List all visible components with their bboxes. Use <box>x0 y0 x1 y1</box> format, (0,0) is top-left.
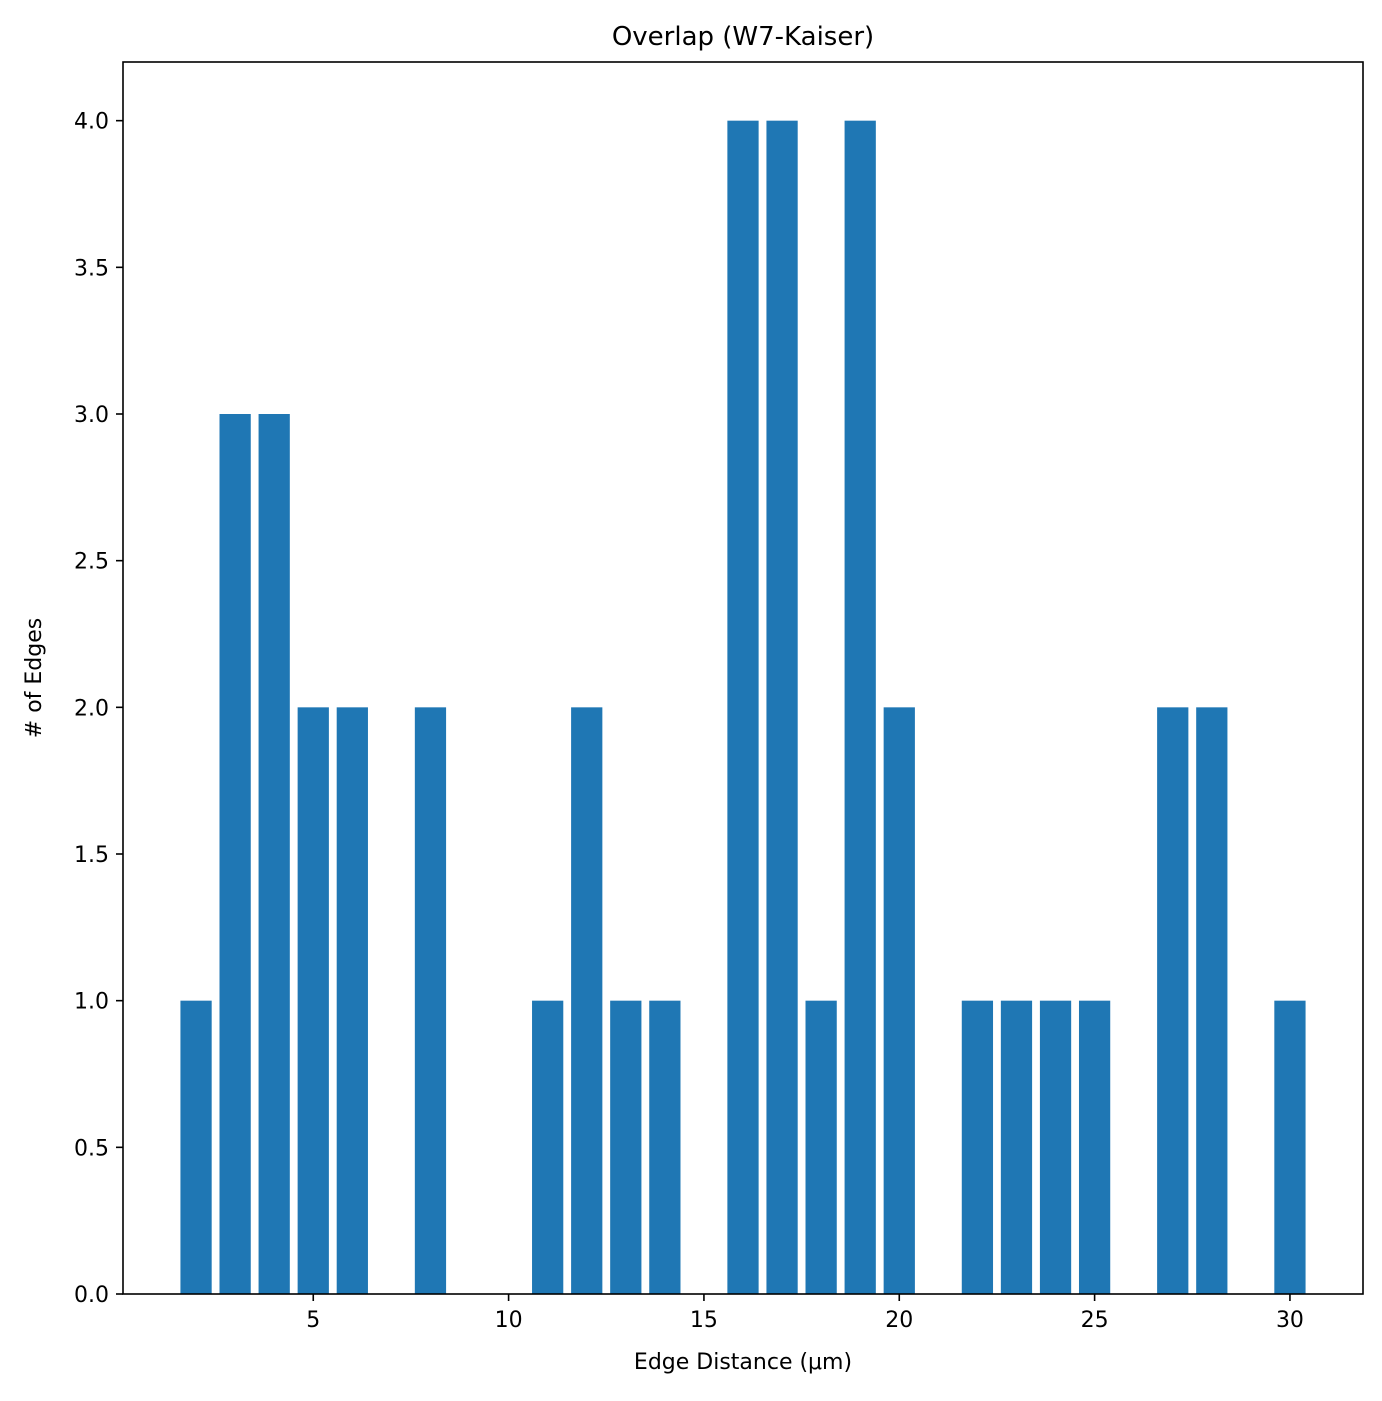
bar-x2 <box>180 1000 212 1294</box>
bar-x17 <box>766 120 798 1295</box>
bar-x4 <box>258 414 290 1294</box>
bar-x12 <box>571 707 603 1294</box>
x-tick-label: 5 <box>306 1308 320 1333</box>
bar-x28 <box>1196 707 1228 1294</box>
y-axis-ticks: 0.0 0.5 1.0 1.5 2.0 2.5 3.0 3.5 4.0 <box>74 110 123 1308</box>
bar-x19 <box>844 120 876 1295</box>
bar-x22 <box>961 1000 994 1294</box>
bar-x18 <box>805 1000 837 1294</box>
bars-group <box>180 120 1306 1295</box>
bar-x14 <box>649 1000 681 1294</box>
x-tick-label: 20 <box>885 1308 913 1333</box>
bar-x6 <box>336 707 368 1294</box>
x-axis-label: Edge Distance (μm) <box>634 1350 852 1375</box>
bar-x24 <box>1039 1000 1072 1294</box>
y-tick-label: 3.0 <box>74 403 109 428</box>
y-tick-label: 0.5 <box>74 1136 109 1161</box>
bar-x20 <box>883 707 915 1294</box>
bar-x25 <box>1078 1000 1111 1294</box>
bar-x5 <box>297 707 329 1294</box>
y-axis-label: # of Edges <box>22 618 47 738</box>
bar-x8 <box>414 707 447 1294</box>
y-tick-label: 3.5 <box>74 256 109 281</box>
y-tick-label: 0.0 <box>74 1283 109 1308</box>
bar-x27 <box>1157 707 1189 1294</box>
bar-x23 <box>1000 1000 1033 1294</box>
y-tick-label: 2.0 <box>74 696 109 721</box>
bar-x16 <box>727 120 759 1295</box>
bar-x13 <box>610 1000 642 1294</box>
plot-frame <box>122 61 1364 1295</box>
x-tick-label: 10 <box>495 1308 523 1333</box>
bar-x30 <box>1274 1000 1306 1294</box>
x-axis-ticks: 5 10 15 20 25 30 <box>306 1294 1304 1333</box>
y-tick-label: 1.0 <box>74 990 109 1015</box>
bar-x3 <box>219 414 251 1294</box>
y-tick-label: 2.5 <box>74 550 109 575</box>
chart-title: Overlap (W7-Kaiser) <box>612 22 874 52</box>
y-tick-label: 1.5 <box>74 843 109 868</box>
x-tick-label: 25 <box>1081 1308 1109 1333</box>
x-tick-label: 30 <box>1276 1308 1304 1333</box>
x-tick-label: 15 <box>690 1308 718 1333</box>
bar-x11 <box>532 1000 564 1294</box>
y-tick-label: 4.0 <box>74 110 109 135</box>
